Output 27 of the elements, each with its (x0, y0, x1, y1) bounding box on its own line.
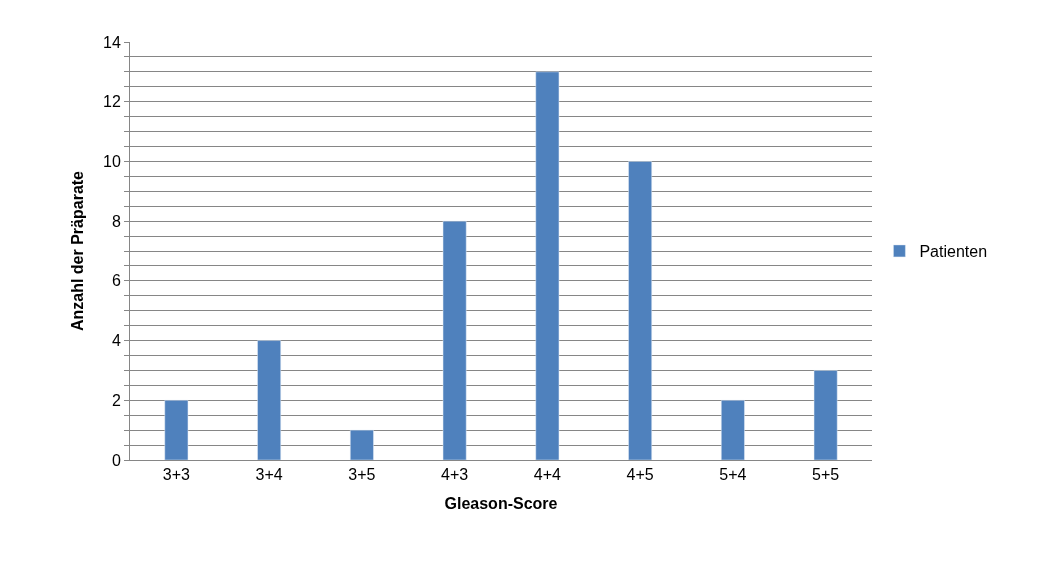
x-axis-title: Gleason-Score (444, 494, 558, 512)
y-tick-label: 2 (111, 391, 121, 409)
y-tick-label: 6 (111, 272, 121, 290)
y-tick-label: 0 (111, 451, 121, 469)
x-tick-label: 4+5 (626, 466, 654, 484)
bar (164, 400, 189, 460)
x-tick-label: 3+5 (348, 466, 376, 484)
x-tick-label: 4+3 (441, 466, 469, 484)
x-tick-label: 4+4 (533, 466, 562, 484)
bar (721, 400, 745, 460)
x-tick-label: 3+3 (162, 466, 191, 484)
x-tick-label: 5+5 (812, 466, 840, 484)
bar (535, 71, 560, 460)
y-tick-label: 10 (103, 153, 121, 171)
bar (628, 161, 652, 460)
y-axis-title: Anzahl der Präparate (68, 170, 86, 332)
x-tick-label: 3+4 (255, 466, 283, 484)
y-tick-label: 14 (103, 33, 121, 51)
bar (350, 429, 374, 460)
y-tick-label: 8 (111, 212, 121, 230)
x-tick-label: 5+4 (719, 466, 747, 484)
bar (442, 220, 467, 460)
y-tick-label: 4 (111, 332, 121, 350)
bar (257, 340, 281, 460)
bar (813, 370, 838, 460)
y-tick-label: 12 (103, 93, 121, 111)
legend-label: Patienten (919, 243, 988, 261)
